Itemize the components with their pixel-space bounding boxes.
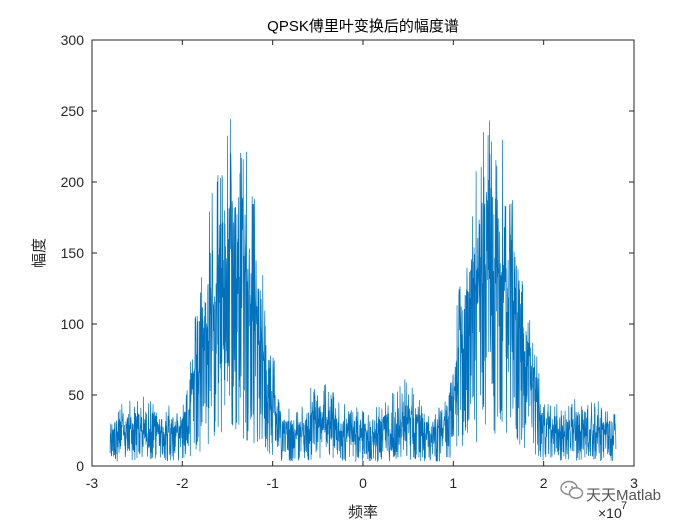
y-tick-label: 150: [61, 245, 85, 261]
y-tick-label: 250: [61, 103, 85, 119]
y-tick-label: 200: [61, 174, 85, 190]
spectrum-series: [109, 119, 617, 462]
x-exponent-base: ×10: [598, 505, 622, 521]
y-tick-label: 100: [61, 316, 85, 332]
x-tick-label: 0: [359, 475, 367, 491]
x-exponent-power: 7: [621, 500, 627, 512]
x-tick-label: 2: [540, 475, 548, 491]
y-tick-label: 0: [76, 458, 84, 474]
x-tick-label: -3: [86, 475, 99, 491]
x-axis-label: 频率: [348, 504, 378, 521]
chart-title: QPSK傅里叶变换后的幅度谱: [267, 18, 459, 35]
axis-ticks: [91, 39, 635, 467]
wechat-icon: [560, 480, 584, 499]
x-tick-label: -1: [266, 475, 279, 491]
plot-area: [91, 39, 635, 467]
y-tick-labels: 0 50 100 150 200 250 300: [61, 32, 85, 474]
x-tick-labels: -3 -2 -1 0 1 2 3: [86, 475, 638, 491]
watermark: 天天Matlab: [560, 480, 661, 504]
y-axis-label: 幅度: [31, 238, 48, 268]
x-tick-label: 1: [449, 475, 457, 491]
x-tick-label: -2: [176, 475, 189, 491]
y-tick-label: 50: [68, 387, 84, 403]
x-tick-label: 3: [630, 475, 638, 491]
y-tick-label: 300: [61, 32, 85, 48]
spectrum-line: [109, 119, 617, 462]
x-exponent: ×10 7: [598, 500, 627, 521]
watermark-text: 天天Matlab: [586, 487, 661, 504]
